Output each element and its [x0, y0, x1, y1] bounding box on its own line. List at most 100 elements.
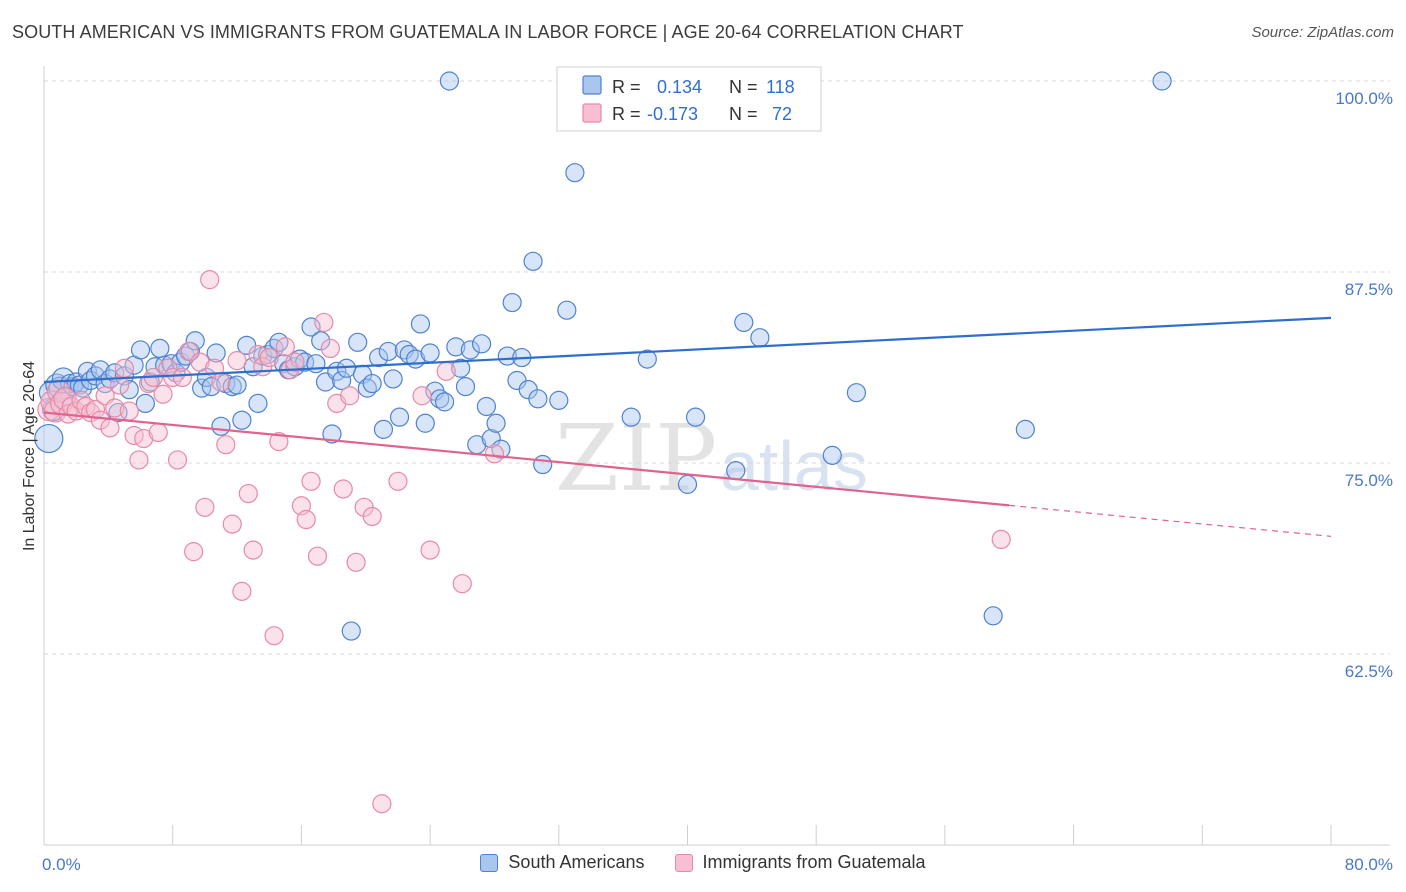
legend-pink-swatch [582, 103, 602, 123]
y-tick-label-0: 100.0% [1335, 89, 1393, 108]
blue-point-70 [373, 419, 394, 439]
blue-point-77 [410, 314, 431, 334]
pink-point-59 [333, 479, 353, 499]
pink-point-55 [307, 546, 328, 566]
pink-point-29 [167, 450, 188, 470]
pink-point-30 [172, 367, 192, 388]
pink-point-65 [388, 471, 408, 491]
blue-point-37 [201, 377, 221, 397]
legend-blue-r-value: 0.134 [657, 77, 702, 97]
blue-point-82 [434, 392, 455, 412]
pink-point-57 [320, 338, 340, 358]
pink-point-70 [484, 444, 505, 464]
legend-blue-n-value: 118 [766, 77, 795, 97]
legend-blue-r-label: R = [612, 77, 641, 97]
blue-point-101 [533, 454, 553, 475]
pink-point-54 [301, 471, 321, 491]
pink-point-28 [163, 367, 183, 388]
blue-point-68 [362, 373, 382, 394]
legend-pink-r-label: R = [612, 104, 641, 124]
blue-point-43 [232, 410, 252, 430]
blue-point-35 [192, 378, 212, 398]
legend-label-south-americans: South Americans [508, 852, 645, 872]
pink-point-56 [314, 312, 334, 333]
pink-point-60 [340, 386, 360, 406]
pink-point-53 [296, 509, 316, 530]
pink-point-41 [232, 581, 252, 601]
tick-labels: 100.0% 87.5% 75.0% 62.5% 0.0% 80.0% [42, 89, 1393, 874]
blue-point-84 [446, 337, 466, 357]
blue-point-78 [415, 413, 435, 433]
pink-point-16 [105, 398, 125, 418]
pink-point-26 [153, 384, 173, 404]
pink-point-38 [216, 435, 236, 455]
blue-point-89 [471, 334, 492, 354]
blue-point-100 [528, 389, 548, 409]
pink-point-46 [259, 347, 279, 368]
pink-point-39 [222, 514, 242, 534]
blue-point-73 [389, 407, 410, 427]
blue-point-69 [369, 347, 389, 368]
blue-point-42 [227, 375, 247, 395]
y-tick-label-3: 62.5% [1345, 662, 1393, 681]
blue-point-79 [420, 343, 440, 363]
pink-point-67 [420, 540, 440, 560]
pink-point-37 [211, 372, 231, 392]
legend-item-guatemala: Immigrants from Guatemala [674, 852, 926, 873]
trend-line-guatemala [43, 411, 1010, 507]
blue-point-60 [322, 424, 342, 444]
blue-point-109 [637, 349, 657, 369]
blue-point-72 [383, 369, 403, 389]
watermark-zip: ZIP [555, 405, 717, 512]
blue-point-57 [306, 354, 326, 374]
blue-point-119 [1152, 71, 1172, 91]
south-americans-points [34, 71, 1172, 641]
legend-pink-n-value: 72 [772, 104, 792, 124]
chart-title: SOUTH AMERICAN VS IMMIGRANTS FROM GUATEM… [12, 22, 964, 42]
blue-point-99 [523, 251, 543, 271]
pink-point-48 [269, 432, 289, 452]
pink-point-35 [200, 270, 220, 290]
x-tick-label-1: 80.0% [1345, 855, 1393, 874]
blue-point-46 [248, 393, 268, 414]
blue-point-113 [734, 312, 754, 333]
y-tick-label-2: 75.0% [1345, 471, 1393, 490]
blue-point-103 [557, 300, 577, 320]
pink-point-61 [346, 552, 366, 572]
blue-point-24 [135, 393, 155, 414]
blue-point-112 [726, 461, 746, 481]
pink-point-19 [119, 401, 139, 421]
blue-point-115 [822, 445, 842, 465]
pink-point-2 [43, 399, 67, 423]
y-axis-label: In Labor Force | Age 20-64 [21, 361, 38, 551]
pink-point-47 [264, 626, 284, 646]
legend-pink-n-label: N = [729, 104, 758, 124]
blue-point-0 [34, 423, 64, 454]
legend-item-south-americans: South Americans [480, 852, 645, 873]
blue-point-58 [311, 331, 331, 351]
x-tick-label-0: 0.0% [42, 855, 81, 874]
pink-point-18 [114, 358, 135, 378]
pink-point-69 [452, 574, 472, 594]
trend-line-guatemala-extension [1009, 504, 1332, 537]
pink-point-13 [90, 410, 110, 430]
blue-point-64 [341, 621, 361, 641]
blue-point-87 [460, 340, 480, 360]
blue-point-118 [1015, 419, 1035, 439]
pink-point-34 [195, 497, 215, 517]
blue-point-117 [983, 606, 1003, 626]
blue-point-86 [455, 377, 476, 397]
blue-point-95 [502, 292, 522, 313]
blue-point-114 [750, 328, 770, 348]
pink-point-40 [227, 351, 247, 371]
pink-point-32 [184, 542, 204, 562]
legend-top: R = 0.134 N = 118 R = -0.173 N = 72 [556, 66, 822, 132]
blue-point-21 [119, 380, 139, 400]
blue-point-92 [486, 413, 506, 433]
blue-point-56 [301, 317, 321, 337]
pink-point-15 [100, 418, 120, 438]
legend-blue-n-label: N = [729, 77, 758, 97]
blue-point-27 [150, 338, 170, 358]
legend-bottom: South Americans Immigrants from Guatemal… [0, 852, 1406, 873]
